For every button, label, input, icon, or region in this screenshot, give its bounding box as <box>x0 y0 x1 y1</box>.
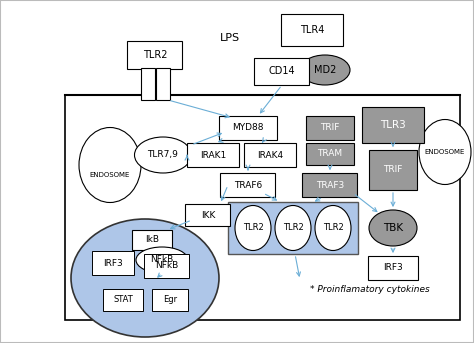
Bar <box>65 95 460 320</box>
Text: IRF3: IRF3 <box>103 259 123 268</box>
Ellipse shape <box>71 219 219 337</box>
Bar <box>362 107 424 143</box>
Text: IRAK1: IRAK1 <box>200 151 226 159</box>
Bar <box>368 256 418 280</box>
Bar <box>255 58 310 84</box>
Text: TLR2: TLR2 <box>143 50 167 60</box>
Ellipse shape <box>315 205 351 250</box>
Ellipse shape <box>79 128 141 202</box>
Bar <box>145 254 190 278</box>
Bar <box>152 289 188 311</box>
Ellipse shape <box>369 210 417 246</box>
Text: TRAF3: TRAF3 <box>316 180 344 189</box>
Bar <box>244 143 296 167</box>
Bar <box>187 143 239 167</box>
Bar <box>92 251 134 275</box>
Text: TRIF: TRIF <box>320 123 340 132</box>
Text: TRAF6: TRAF6 <box>234 180 262 189</box>
Bar <box>306 143 354 165</box>
Text: NFkB: NFkB <box>150 256 173 264</box>
Bar <box>103 289 143 311</box>
Text: TLR2: TLR2 <box>283 224 303 233</box>
Bar <box>369 150 417 190</box>
Bar <box>132 230 172 250</box>
Bar <box>220 173 275 197</box>
Text: ENDOSOME: ENDOSOME <box>90 172 130 178</box>
Text: NFkB: NFkB <box>155 261 179 271</box>
Bar <box>185 204 230 226</box>
Bar <box>156 68 170 100</box>
Text: ENDOSOME: ENDOSOME <box>425 149 465 155</box>
Ellipse shape <box>135 137 191 173</box>
Text: TLR2: TLR2 <box>243 224 264 233</box>
Text: IKK: IKK <box>201 211 215 220</box>
Text: Egr: Egr <box>163 296 177 305</box>
Text: TLR2: TLR2 <box>323 224 343 233</box>
Text: TRAM: TRAM <box>318 150 343 158</box>
Bar <box>302 173 357 197</box>
Bar <box>228 202 358 254</box>
Text: TLR3: TLR3 <box>380 120 406 130</box>
Text: IRAK4: IRAK4 <box>257 151 283 159</box>
Text: STAT: STAT <box>113 296 133 305</box>
Ellipse shape <box>300 55 350 85</box>
Text: * Proinflamatory cytokines: * Proinflamatory cytokines <box>310 285 430 295</box>
Ellipse shape <box>136 247 188 273</box>
Bar <box>141 68 155 100</box>
Text: TRIF: TRIF <box>383 166 403 175</box>
Text: IkB: IkB <box>145 236 159 245</box>
Ellipse shape <box>419 119 471 185</box>
Text: LPS: LPS <box>220 33 240 43</box>
Text: MD2: MD2 <box>314 65 336 75</box>
Ellipse shape <box>235 205 271 250</box>
Text: MYD88: MYD88 <box>232 123 264 132</box>
Bar <box>281 14 343 46</box>
Text: CD14: CD14 <box>269 66 295 76</box>
Text: TLR4: TLR4 <box>300 25 324 35</box>
Ellipse shape <box>275 205 311 250</box>
Text: IRF3: IRF3 <box>383 263 403 272</box>
Text: TLR7,9: TLR7,9 <box>147 151 178 159</box>
Bar <box>128 41 182 69</box>
Bar <box>219 116 277 140</box>
Text: TBK: TBK <box>383 223 403 233</box>
Bar <box>306 116 354 140</box>
